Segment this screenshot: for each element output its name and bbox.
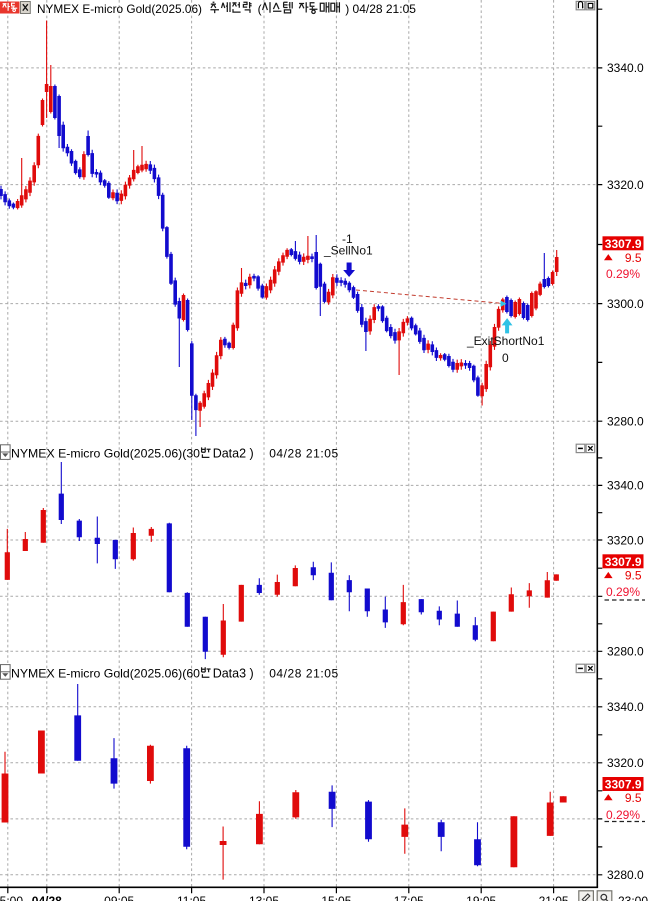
svg-text:23:00: 23:00 [618,894,648,901]
svg-text:9.5: 9.5 [625,791,642,805]
svg-text:NYMEX E-micro Gold(2025.06): NYMEX E-micro Gold(2025.06) [37,2,202,16]
svg-text:NYMEX E-micro Gold(2025.06)(60: NYMEX E-micro Gold(2025.06)(60 [11,666,200,680]
svg-text:04/28 21:05: 04/28 21:05 [269,666,338,680]
svg-text:15:05: 15:05 [321,894,351,901]
svg-text:9.5: 9.5 [625,569,642,583]
svg-text:0.29%: 0.29% [606,267,640,281]
svg-text:0: 0 [502,351,509,365]
svg-text:Data3 ): Data3 ) [213,666,254,680]
svg-text:21:05: 21:05 [539,894,569,901]
svg-text:3340.0: 3340.0 [607,61,644,75]
svg-text:(: ( [258,2,262,16]
svg-text:NYMEX E-micro Gold(2025.06)(30: NYMEX E-micro Gold(2025.06)(30 [11,447,200,461]
svg-text:3307.9: 3307.9 [605,778,642,792]
svg-text:3320.0: 3320.0 [607,756,644,770]
svg-text:11:05: 11:05 [177,894,206,901]
svg-text:19:05: 19:05 [466,894,496,901]
svg-text:04/28: 04/28 [32,894,62,901]
svg-text:04/28 21:05: 04/28 21:05 [269,447,338,461]
svg-text:3307.9: 3307.9 [605,237,642,251]
svg-text:09:05: 09:05 [104,894,134,901]
svg-text:3280.0: 3280.0 [607,415,644,429]
svg-text:17:05: 17:05 [394,894,424,901]
svg-text:) 04/28 21:05: ) 04/28 21:05 [345,2,416,16]
svg-text:3340.0: 3340.0 [607,479,644,493]
svg-text:9.5: 9.5 [625,251,642,265]
svg-text:_ExitShortNo1: _ExitShortNo1 [466,334,545,348]
svg-text:3320.0: 3320.0 [607,178,644,192]
svg-text:3320.0: 3320.0 [607,533,644,547]
svg-text:3340.0: 3340.0 [607,700,644,714]
svg-text:3300.0: 3300.0 [607,297,644,311]
svg-text:3280.0: 3280.0 [607,645,644,659]
svg-text:Data2 ): Data2 ) [213,447,254,461]
svg-text:_SellNo1: _SellNo1 [323,244,373,258]
svg-text:0.29%: 0.29% [606,585,640,599]
svg-text:13:05: 13:05 [249,894,279,901]
svg-text:3307.9: 3307.9 [605,555,642,569]
svg-text:-1: -1 [342,232,353,246]
svg-text:0.29%: 0.29% [606,808,640,822]
svg-text:05:00: 05:00 [0,894,23,901]
svg-text:3280.0: 3280.0 [607,868,644,882]
